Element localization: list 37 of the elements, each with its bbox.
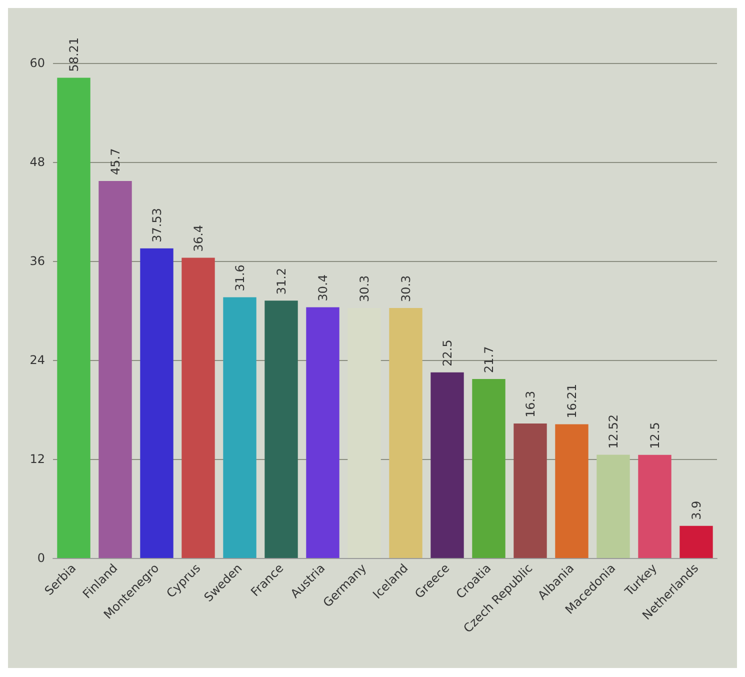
bar [182, 258, 215, 558]
data-label: 21.7 [482, 346, 496, 373]
data-label: 16.21 [564, 384, 579, 418]
y-tick-label: 48 [30, 155, 45, 169]
y-tick-label: 60 [30, 56, 45, 70]
data-label: 31.6 [232, 264, 247, 292]
bar [264, 300, 298, 558]
bar [680, 526, 713, 558]
y-tick-label: 12 [30, 452, 45, 466]
data-label: 37.53 [150, 208, 164, 242]
y-tick-label: 24 [30, 353, 45, 367]
bar [389, 308, 422, 558]
data-label: 12.52 [606, 414, 620, 449]
data-label: 16.3 [523, 390, 538, 418]
bar [596, 454, 630, 558]
data-label: 22.5 [440, 340, 454, 366]
bar [555, 424, 588, 558]
data-label: 12.5 [648, 422, 662, 449]
data-label: 31.2 [274, 268, 288, 295]
bar [472, 378, 506, 558]
data-label: 30.3 [357, 275, 372, 302]
bar [638, 454, 672, 558]
y-tick-label: 0 [37, 551, 45, 565]
data-label: 30.4 [316, 274, 330, 302]
data-label: 45.7 [108, 148, 122, 175]
bar [98, 180, 132, 558]
bar [140, 248, 174, 558]
bar [430, 372, 464, 558]
bar [514, 424, 547, 558]
bar [57, 78, 90, 558]
bar [223, 297, 256, 558]
data-label: 30.3 [398, 275, 413, 302]
data-label: 3.9 [689, 500, 704, 520]
y-tick-label: 36 [30, 254, 45, 268]
data-label: 36.4 [191, 224, 206, 252]
data-label: 58.21 [66, 37, 81, 72]
bar [306, 307, 340, 558]
